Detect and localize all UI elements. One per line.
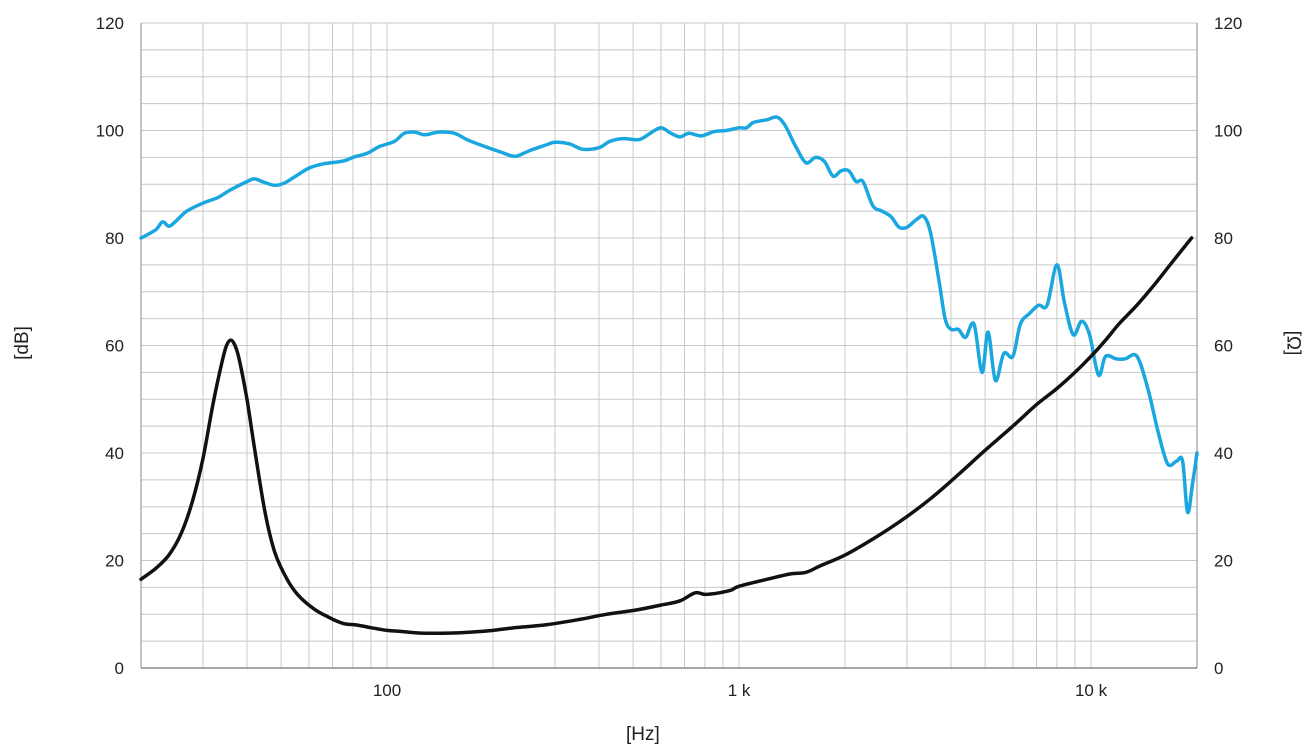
y-tick-label-right: 20 [1214,552,1233,571]
y-tick-label-left: 40 [105,444,124,463]
y-tick-label-right: 80 [1214,229,1233,248]
y-tick-label-right: 60 [1214,337,1233,356]
y-tick-label-left: 80 [105,229,124,248]
y-tick-label-right: 0 [1214,659,1223,678]
y-axis-label-right: [Ω] [1282,330,1304,356]
y-tick-label-right: 40 [1214,444,1233,463]
y-tick-label-left: 0 [115,659,124,678]
y-tick-label-left: 120 [96,14,124,33]
x-tick-label: 10 k [1075,681,1108,700]
y-tick-label-right: 100 [1214,122,1242,141]
series-group [139,115,1199,635]
x-ticks: 100 1 k 10 k [373,681,1108,700]
y-axis-label-left: [dB] [11,326,33,360]
impedance-line [139,236,1194,635]
y-tick-label-right: 120 [1214,14,1242,33]
left-y-ticks: 0 20 40 60 80 100 120 [96,14,124,678]
y-tick-label-left: 20 [105,552,124,571]
y-tick-label-left: 60 [105,337,124,356]
x-axis-label: [Hz] [626,724,660,745]
y-tick-label-left: 100 [96,122,124,141]
x-tick-label: 1 k [728,681,751,700]
spl-response-line [139,115,1199,515]
x-tick-label: 100 [373,681,401,700]
right-y-ticks: 0 20 40 60 80 100 120 [1214,14,1242,678]
grid [141,22,1197,668]
